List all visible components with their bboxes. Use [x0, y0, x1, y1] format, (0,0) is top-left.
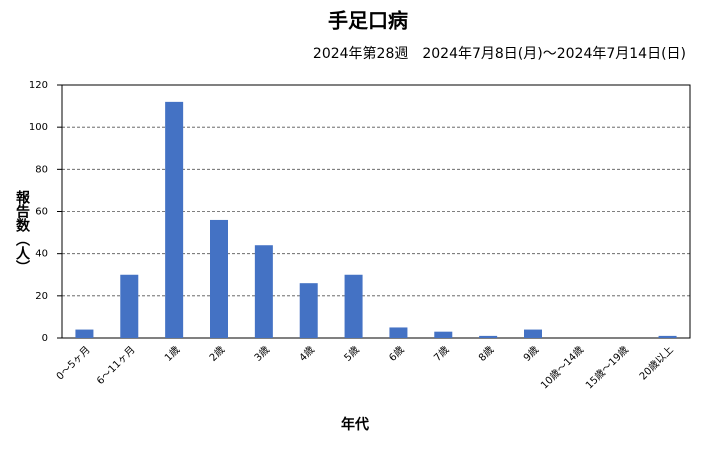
x-tick-label: 0〜5ヶ月 [54, 344, 93, 383]
y-tick-label: 120 [29, 80, 48, 91]
x-tick-label: 3歳 [252, 344, 272, 364]
plot-frame [61, 84, 691, 339]
y-tick-label: 0 [42, 333, 48, 344]
x-tick-label: 6歳 [387, 344, 407, 364]
bar [75, 329, 94, 338]
x-tick-label: 4歳 [297, 344, 317, 364]
y-tick-label: 80 [35, 164, 48, 175]
x-tick-label: 20歳以上 [637, 344, 676, 383]
bar [479, 335, 498, 338]
x-tick-label: 5歳 [342, 344, 362, 364]
bar [254, 245, 273, 338]
x-tick-label: 10歳〜14歳 [538, 344, 586, 392]
bar [389, 327, 408, 338]
bar [658, 335, 677, 338]
x-axis-title: 年代 [341, 416, 369, 433]
x-tick-label: 2歳 [207, 344, 227, 364]
y-tick-label: 20 [35, 291, 48, 302]
x-tick-label: 8歳 [476, 344, 496, 364]
y-tick-label: 100 [29, 122, 48, 133]
bar [524, 329, 542, 338]
bar [299, 283, 318, 338]
x-tick-label: 15歳〜19歳 [583, 344, 631, 392]
bar [210, 219, 228, 338]
chart-title: 手足口病 [328, 9, 408, 33]
bar [344, 274, 363, 338]
bar [120, 274, 139, 338]
y-axis-title: 報告数（人） [14, 189, 31, 274]
x-tick-label: 7歳 [431, 344, 451, 364]
bar [434, 331, 453, 338]
chart-subtitle: 2024年第28週 2024年7月8日(月)〜2024年7月14日(日) [313, 45, 686, 62]
x-tick-label: 6〜11ヶ月 [94, 344, 137, 387]
y-tick-label: 40 [35, 249, 48, 260]
bar [165, 101, 184, 338]
y-tick-label: 60 [35, 207, 48, 218]
x-tick-label: 1歳 [162, 344, 182, 364]
x-tick-label: 9歳 [521, 344, 541, 364]
